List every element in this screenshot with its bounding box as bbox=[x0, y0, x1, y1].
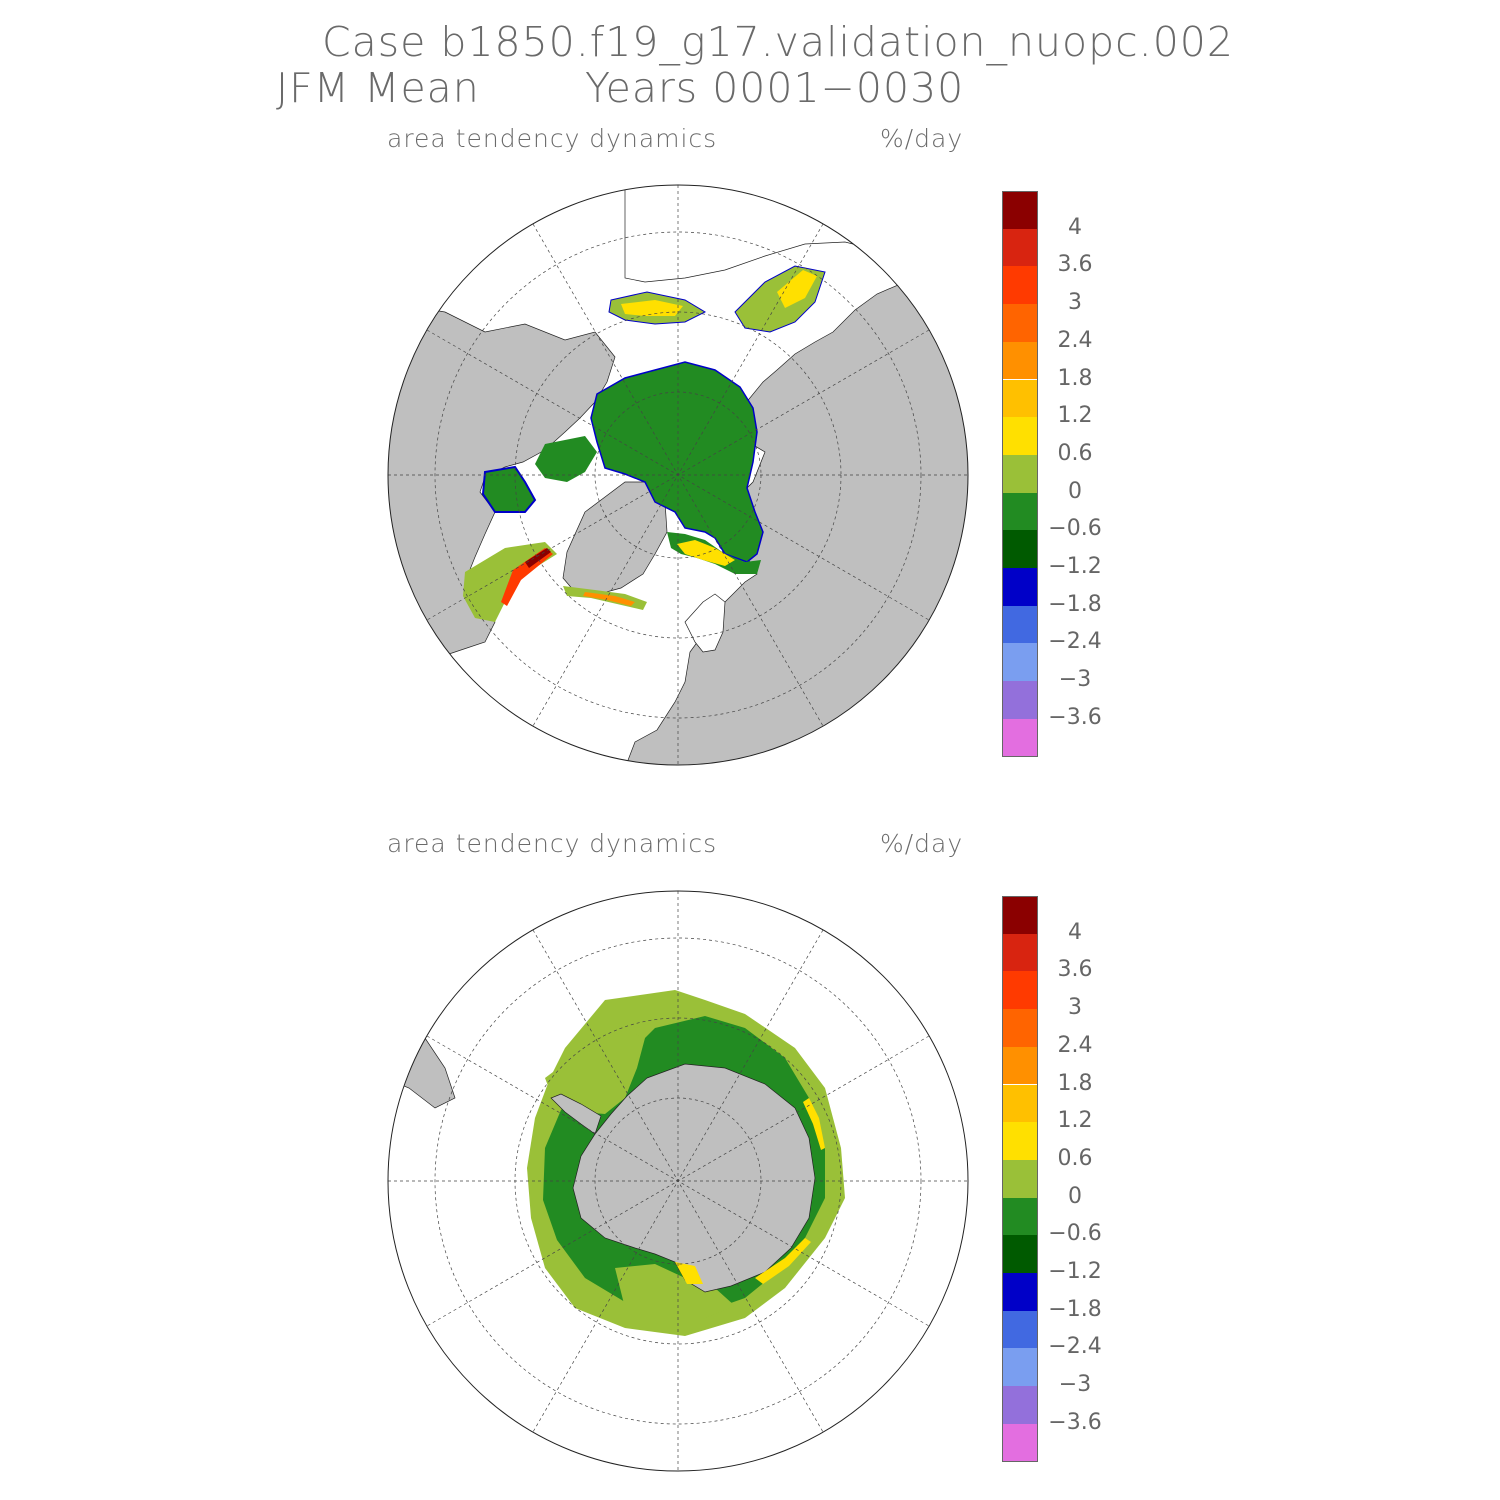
north-map-boundary bbox=[387, 184, 969, 766]
north-colorbar-tick-label: 1.8 bbox=[1057, 365, 1093, 391]
south-colorbar-tick-label: −0.6 bbox=[1048, 1221, 1102, 1247]
denmark-strait-orange bbox=[583, 592, 635, 606]
figure-title: Case b1850.f19_g17.validation_nuopc.002 bbox=[322, 18, 1234, 66]
south-colorbar-tick-label: 1.2 bbox=[1057, 1108, 1093, 1134]
south-colorbar-frame bbox=[1002, 896, 1038, 1462]
okhotsk-yellow bbox=[777, 270, 817, 308]
north-colorbar-swatch bbox=[1002, 228, 1038, 267]
north-colorbar-tick-label: 4 bbox=[1068, 214, 1082, 240]
south-colorbar-swatch bbox=[1002, 1310, 1038, 1349]
south-polar-map bbox=[387, 890, 969, 1472]
south-colorbar-tick-label: 0.6 bbox=[1057, 1145, 1093, 1171]
north-units-label: %/day bbox=[880, 124, 964, 153]
south-map-boundary bbox=[387, 890, 969, 1472]
south-colorbar-tick-label: 2.4 bbox=[1057, 1032, 1093, 1058]
east-antarctic-yellow-band bbox=[803, 1098, 825, 1150]
north-colorbar-tick-label: −3.6 bbox=[1048, 704, 1102, 730]
labrador-red-band bbox=[501, 548, 553, 606]
north-colorbar-tick-label: −2.4 bbox=[1048, 629, 1102, 655]
south-colorbar-tick-label: −2.4 bbox=[1048, 1334, 1102, 1360]
north-variable-label: area tendency dynamics bbox=[387, 124, 718, 153]
ross-sea-yellow-band bbox=[675, 1262, 703, 1284]
north-colorbar-swatch bbox=[1002, 605, 1038, 644]
south-colorbar-tick-label: 3 bbox=[1068, 995, 1082, 1021]
south-colorbar-tick-label: −3.6 bbox=[1048, 1409, 1102, 1435]
south-colorbar-swatch bbox=[1002, 1235, 1038, 1273]
south-colorbar-tick-label: −3 bbox=[1058, 1372, 1092, 1398]
north-colorbar-swatch bbox=[1002, 681, 1038, 719]
antarctica-landmass bbox=[572, 1063, 816, 1293]
north-polar-map bbox=[387, 184, 969, 766]
north-colorbar-frame bbox=[1002, 191, 1038, 757]
north-colorbar-tick-label: 0 bbox=[1068, 478, 1082, 504]
north-colorbar-tick-label: 0.6 bbox=[1057, 440, 1093, 466]
south-variable-label: area tendency dynamics bbox=[387, 829, 718, 858]
years-label: Years 0001−0030 bbox=[585, 64, 965, 112]
weddell-light-region bbox=[545, 1030, 645, 1114]
north-colorbar-tick-label: 2.4 bbox=[1057, 327, 1093, 353]
south-colorbar-tick-label: 0 bbox=[1068, 1183, 1082, 1209]
south-colorbar-tick-label: −1.8 bbox=[1048, 1296, 1102, 1322]
antarctic-peninsula bbox=[550, 1093, 602, 1135]
north-colorbar-tick-label: 1.2 bbox=[1057, 403, 1093, 429]
north-colorbar-tick-label: 3 bbox=[1068, 290, 1082, 316]
ross-light-region bbox=[615, 1264, 735, 1320]
hudson-bay bbox=[481, 465, 537, 513]
barents-yellow-band bbox=[677, 540, 735, 566]
south-colorbar-tick-label: −1.2 bbox=[1048, 1259, 1102, 1284]
south-colorbar-tick-label: 4 bbox=[1068, 919, 1082, 945]
south-colorbar-tick-label: 1.8 bbox=[1057, 1070, 1093, 1096]
north-colorbar-tick-label: −1.2 bbox=[1048, 554, 1102, 579]
labrador-darkred-band bbox=[525, 548, 551, 568]
north-colorbar-tick-label: −3 bbox=[1058, 667, 1092, 693]
archipelago-ice bbox=[535, 436, 597, 482]
season-label: JFM Mean bbox=[276, 64, 480, 112]
south-graticule bbox=[388, 891, 968, 1471]
south-colorbar-swatch bbox=[1002, 1122, 1038, 1160]
north-america-landmass bbox=[388, 301, 616, 683]
north-graticule bbox=[388, 185, 968, 765]
north-colorbar-tick-label: −1.8 bbox=[1048, 591, 1102, 617]
north-colorbar-swatch bbox=[1002, 492, 1038, 531]
south-units-label: %/day bbox=[880, 829, 964, 858]
north-colorbar-tick-label: 3.6 bbox=[1057, 252, 1093, 278]
south-colorbar-tick-label: 3.6 bbox=[1057, 957, 1093, 983]
north-colorbar-tick-label: −0.6 bbox=[1048, 516, 1102, 542]
